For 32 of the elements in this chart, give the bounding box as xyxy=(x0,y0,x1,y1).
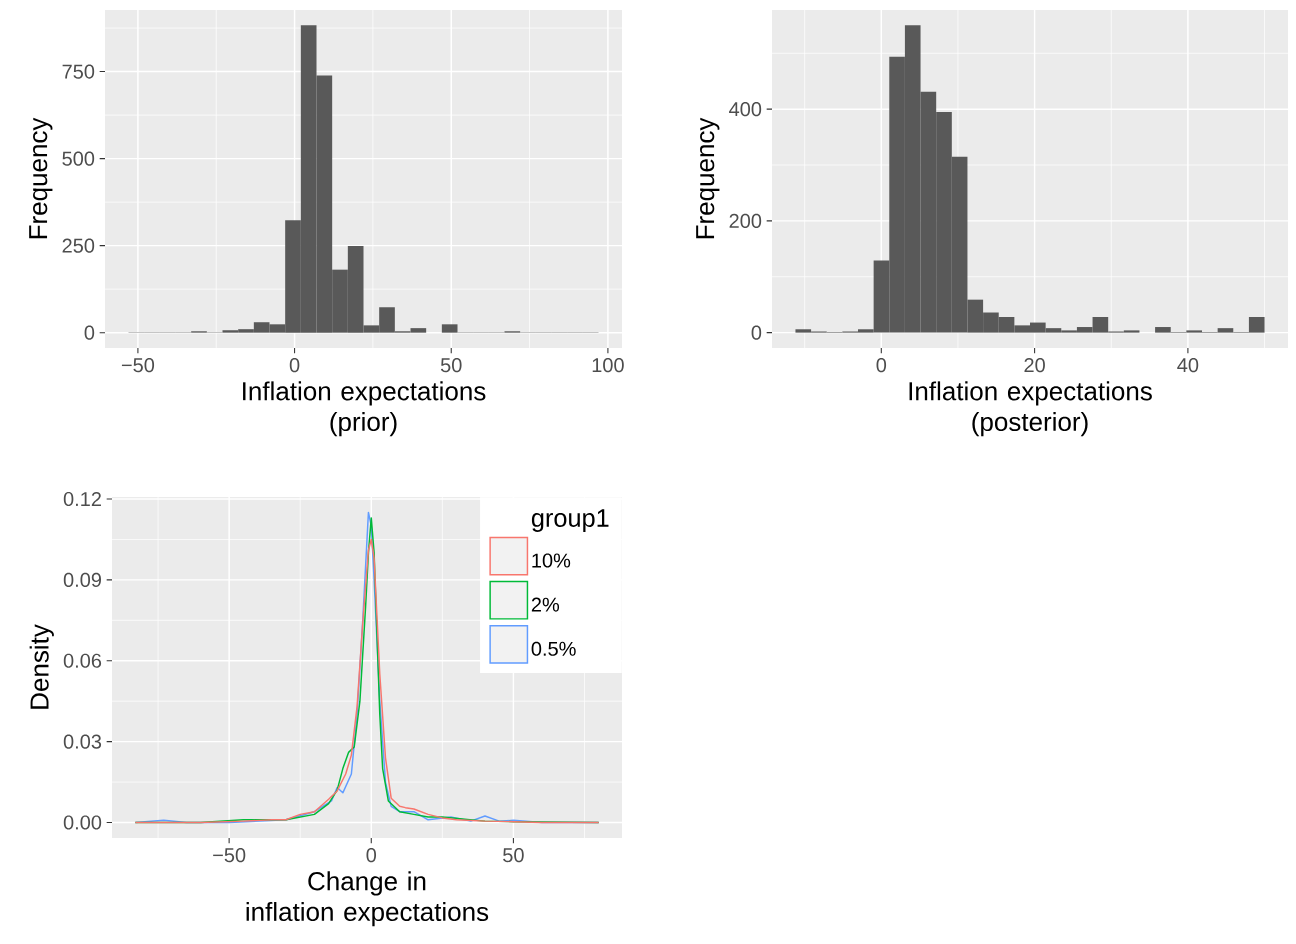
x-tick-label: 0 xyxy=(876,358,887,373)
y-axis-title: Frequency xyxy=(696,117,720,239)
y-tick-label: 0.12 xyxy=(63,491,101,507)
x-axis-title: Inflation expectations (prior) xyxy=(243,381,486,437)
y-tick-label: 250 xyxy=(62,238,95,253)
legend-label: 10% xyxy=(532,553,571,568)
x-tick-label: 40 xyxy=(1177,358,1199,373)
y-tick-label: 500 xyxy=(62,151,95,166)
x-tick-label: 0 xyxy=(289,358,300,373)
x-axis-title: Change in inflation expectations xyxy=(246,871,489,927)
x-tick-label: 50 xyxy=(503,848,524,863)
y-tick-label: 0.00 xyxy=(63,815,102,830)
legend-title: group1 xyxy=(531,509,609,532)
x-tick-label: 100 xyxy=(592,358,624,373)
y-axis-title: Density xyxy=(29,624,54,709)
x-axis-title: Inflation expectations (posterior) xyxy=(909,381,1152,437)
x-tick-label: 20 xyxy=(1024,358,1045,373)
y-tick-label: 0.06 xyxy=(63,653,102,668)
y-tick-label: 0 xyxy=(84,325,95,340)
y-tick-label: 0.09 xyxy=(63,572,101,587)
x-tick-label: −50 xyxy=(121,358,155,373)
y-tick-label: 750 xyxy=(62,64,95,79)
legend-label: 0.5% xyxy=(531,641,576,656)
x-tick-label: 0 xyxy=(366,848,377,863)
y-axis-title: Frequency xyxy=(29,117,53,239)
x-tick-label: −50 xyxy=(213,848,246,863)
x-tick-label: 50 xyxy=(440,358,462,373)
y-tick-label: 0 xyxy=(751,325,762,340)
y-tick-label: 400 xyxy=(729,102,762,117)
y-tick-label: 200 xyxy=(729,213,762,228)
legend-label: 2% xyxy=(531,597,560,612)
y-tick-label: 0.03 xyxy=(63,734,102,749)
